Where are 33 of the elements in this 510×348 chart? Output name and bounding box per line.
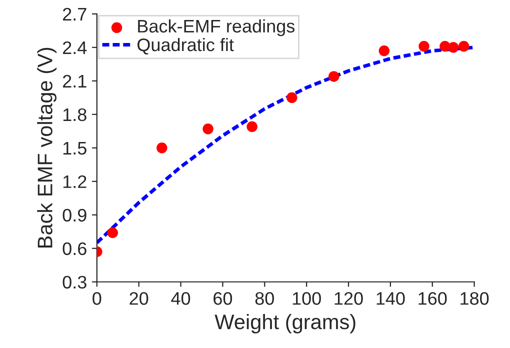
point	[246, 121, 258, 132]
x-tick-label: 180	[460, 292, 489, 305]
x-tick-label: 60	[214, 292, 232, 305]
x-tick-label: 0	[92, 292, 102, 305]
point	[418, 40, 430, 52]
point	[458, 40, 470, 52]
legend-label: Quadratic fit	[137, 38, 234, 54]
y-tick-label: 2.4	[62, 41, 87, 54]
x-tick-label: 100	[292, 292, 321, 305]
y-tick-label: 1.8	[63, 108, 86, 122]
point	[107, 227, 118, 238]
point	[156, 142, 168, 154]
y-tick-label: 1.2	[63, 175, 86, 188]
y-tick-label: 0.6	[62, 242, 86, 256]
x-tick-label: 140	[376, 292, 405, 305]
y-axis-title: Back EMF voltage (V)	[37, 48, 57, 248]
x-tick-label: 80	[255, 292, 274, 305]
x-tick-label: 20	[130, 292, 148, 305]
y-tick-label: 1.5	[63, 142, 86, 155]
y-tick-label: 2.1	[62, 74, 86, 88]
x-tick-label: 160	[418, 292, 447, 305]
x-axis-title: Weight (grams)	[214, 314, 356, 334]
x-tick-label: 120	[334, 292, 363, 305]
x-tick-label: 40	[171, 292, 190, 305]
point	[448, 42, 459, 53]
y-tick-label: 0.3	[62, 276, 86, 289]
y-tick-label: 2.7	[62, 8, 86, 20]
point	[328, 71, 340, 82]
point	[286, 92, 298, 104]
legend-label: Back-EMF readings	[138, 19, 295, 36]
y-tick-label: 0.9	[62, 208, 86, 222]
point	[202, 124, 214, 134]
point	[378, 45, 390, 56]
